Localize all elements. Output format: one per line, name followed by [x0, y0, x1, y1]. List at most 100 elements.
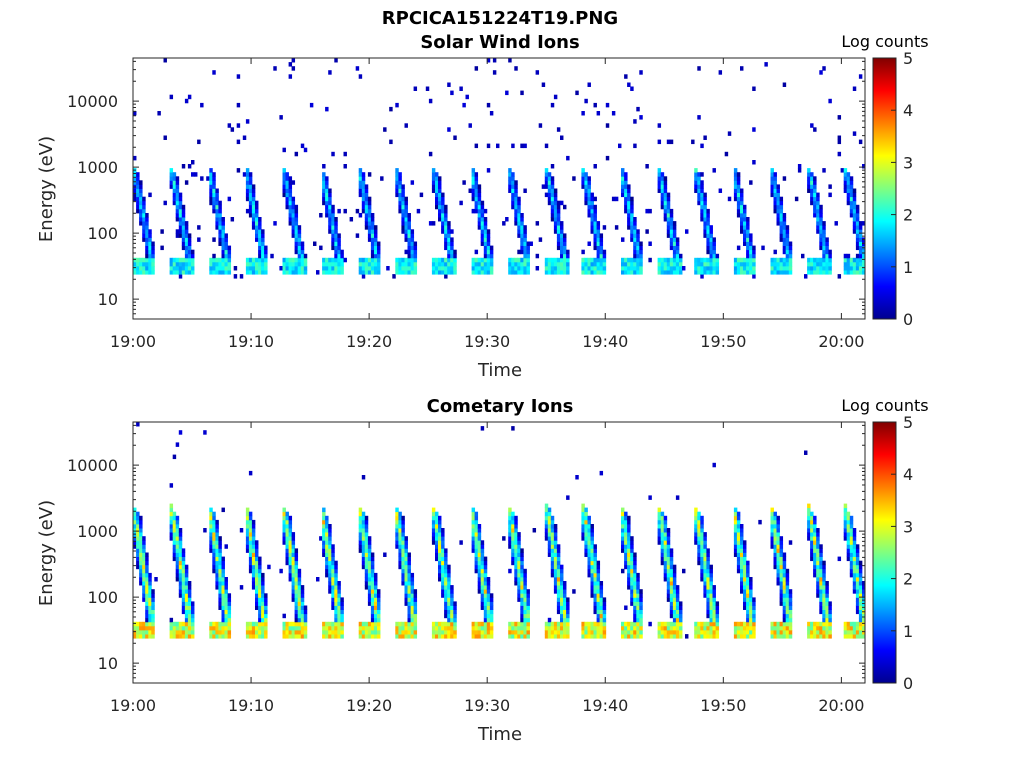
heatmap-cell — [743, 568, 747, 574]
heatmap-cell — [773, 540, 777, 545]
heatmap-cell — [297, 613, 302, 619]
heatmap-cell — [581, 261, 585, 267]
heatmap-cell — [300, 601, 305, 606]
heatmap-cell — [224, 593, 228, 598]
heatmap-cell — [139, 540, 143, 545]
heatmap-cell — [785, 261, 790, 267]
heatmap-cell — [675, 634, 680, 639]
heatmap-cell — [218, 536, 222, 541]
heatmap-cell — [300, 585, 305, 590]
heatmap-cell — [294, 581, 299, 586]
heatmap-cell — [251, 200, 256, 206]
heatmap-cell — [636, 581, 640, 586]
heatmap-cell — [813, 196, 817, 202]
heatmap-cell — [367, 225, 372, 230]
heatmap-cell — [819, 208, 823, 214]
heatmap-cell — [407, 241, 411, 246]
heatmap-cell — [331, 204, 335, 210]
heatmap-cell — [431, 261, 436, 267]
heatmap-cell — [566, 621, 570, 627]
heatmap-cell — [657, 270, 662, 275]
heatmap-cell — [358, 168, 363, 173]
heatmap-cell — [209, 168, 213, 173]
heatmap-cell — [172, 536, 177, 541]
heatmap-cell — [221, 572, 225, 578]
heatmap-cell — [486, 253, 491, 259]
heatmap-cell — [779, 621, 784, 627]
heatmap-cell — [148, 270, 152, 275]
heatmap-cell — [172, 196, 177, 202]
heatmap-cell — [563, 621, 567, 627]
heatmap-cell — [191, 160, 195, 165]
heatmap-cell — [367, 548, 372, 553]
heatmap-cell — [218, 634, 222, 639]
heatmap-cell — [587, 192, 591, 198]
heatmap-cell — [773, 257, 777, 263]
heatmap-cell — [813, 556, 817, 562]
heatmap-cell — [547, 540, 552, 545]
heatmap-cell — [294, 249, 299, 255]
heatmap-cell — [703, 568, 707, 574]
heatmap-cell — [666, 257, 671, 263]
heatmap-cell — [858, 568, 863, 574]
heatmap-cell — [297, 617, 302, 623]
heatmap-cell — [709, 621, 713, 627]
heatmap-cell — [749, 249, 753, 255]
heatmap-cell — [218, 261, 222, 267]
heatmap-cell — [593, 229, 597, 234]
heatmap-cell — [136, 621, 140, 627]
heatmap-cell — [358, 634, 363, 639]
heatmap-cell — [703, 552, 707, 557]
heatmap-cell — [556, 208, 561, 214]
heatmap-cell — [746, 245, 750, 251]
heatmap-cell — [251, 556, 256, 562]
heatmap-cell — [483, 577, 488, 582]
heatmap-cell — [438, 560, 442, 566]
heatmap-cell — [471, 524, 476, 529]
heatmap-cell — [630, 204, 634, 210]
heatmap-cell — [556, 621, 561, 627]
heatmap-cell — [221, 249, 225, 255]
heatmap-cell — [245, 519, 250, 525]
heatmap-cell — [297, 249, 302, 255]
x-tick-label: 19:30 — [464, 332, 510, 351]
heatmap-cell — [736, 634, 741, 639]
heatmap-cell — [374, 605, 378, 610]
heatmap-cell — [550, 261, 555, 267]
heatmap-cell — [706, 605, 710, 610]
heatmap-cell — [736, 172, 741, 177]
heatmap-cell — [560, 245, 564, 251]
heatmap-cell — [294, 233, 299, 238]
heatmap-cell — [511, 261, 515, 267]
heatmap-cell — [474, 511, 479, 517]
heatmap-cell — [593, 625, 597, 631]
heatmap-cell — [858, 572, 863, 578]
heatmap-cell — [563, 585, 567, 590]
heatmap-cell — [837, 139, 842, 145]
heatmap-cell — [474, 621, 479, 627]
heatmap-cell — [178, 221, 183, 226]
heatmap-cell — [438, 532, 442, 537]
heatmap-cell — [374, 270, 378, 275]
heatmap-cell — [291, 225, 296, 230]
heatmap-cell — [581, 524, 585, 529]
heatmap-cell — [849, 192, 854, 198]
heatmap-cell — [810, 172, 814, 177]
heatmap-cell — [669, 564, 674, 570]
heatmap-cell — [187, 249, 192, 255]
heatmap-cell — [154, 577, 158, 582]
heatmap-cell — [630, 544, 634, 549]
heatmap-cell — [407, 621, 411, 627]
heatmap-cell — [221, 241, 225, 246]
heatmap-cell — [435, 544, 439, 549]
heatmap-cell — [334, 58, 338, 63]
heatmap-cell — [197, 237, 201, 242]
heatmap-cell — [255, 213, 259, 218]
heatmap-cell — [666, 266, 671, 271]
heatmap-cell — [733, 188, 738, 193]
heatmap-cell — [846, 634, 851, 639]
heatmap-cell — [556, 200, 561, 206]
heatmap-cell — [191, 601, 195, 606]
heatmap-cell — [175, 208, 180, 214]
heatmap-cell — [517, 217, 521, 222]
